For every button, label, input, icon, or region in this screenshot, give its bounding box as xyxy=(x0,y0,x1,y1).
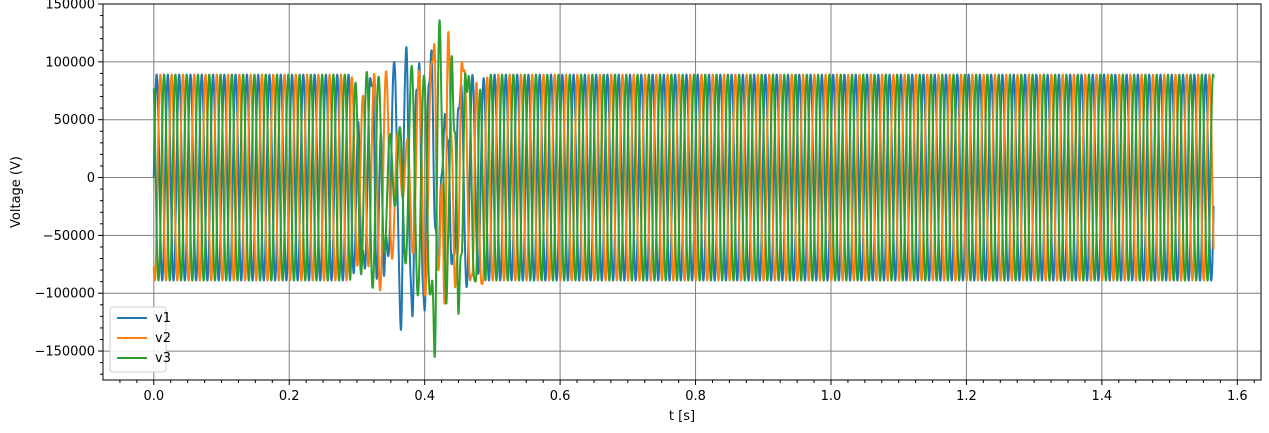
x-tick-label: 1.6 xyxy=(1227,389,1248,404)
x-tick-label: 0.0 xyxy=(143,389,164,404)
series-line-v2 xyxy=(152,30,1215,305)
legend-label-v1: v1 xyxy=(155,311,171,326)
y-tick-label: 50000 xyxy=(54,113,95,128)
y-tick-label: 0 xyxy=(87,171,95,186)
x-tick-label: 1.2 xyxy=(956,389,977,404)
plot-frame xyxy=(102,3,1262,381)
series-group xyxy=(152,19,1215,358)
x-tick-label: 0.6 xyxy=(550,389,571,404)
legend: v1 v2 v3 xyxy=(109,306,171,373)
axis-ticks xyxy=(98,3,1255,385)
series-line-v3 xyxy=(152,19,1215,358)
x-tick-label: 0.8 xyxy=(685,389,706,404)
y-axis-label: Voltage (V) xyxy=(9,156,24,228)
y-tick-label: 100000 xyxy=(45,55,95,70)
tick-labels: 0.0 0.2 0.4 0.6 0.8 1.0 1.2 1.4 1.6 −150000 −10000… xyxy=(34,0,1247,404)
x-axis-label: t [s] xyxy=(669,409,695,424)
legend-label-v3: v3 xyxy=(155,351,171,366)
x-tick-label: 0.2 xyxy=(279,389,300,404)
y-tick-label: −150000 xyxy=(34,345,95,360)
y-tick-label: 150000 xyxy=(45,0,95,13)
x-tick-label: 1.0 xyxy=(821,389,842,404)
x-tick-label: 0.4 xyxy=(414,389,435,404)
x-tick-label: 1.4 xyxy=(1092,389,1113,404)
legend-label-v2: v2 xyxy=(155,331,171,346)
y-tick-label: −50000 xyxy=(43,229,95,244)
y-tick-label: −100000 xyxy=(34,287,95,302)
series-line-v1 xyxy=(152,46,1215,331)
legend-box xyxy=(109,306,167,373)
